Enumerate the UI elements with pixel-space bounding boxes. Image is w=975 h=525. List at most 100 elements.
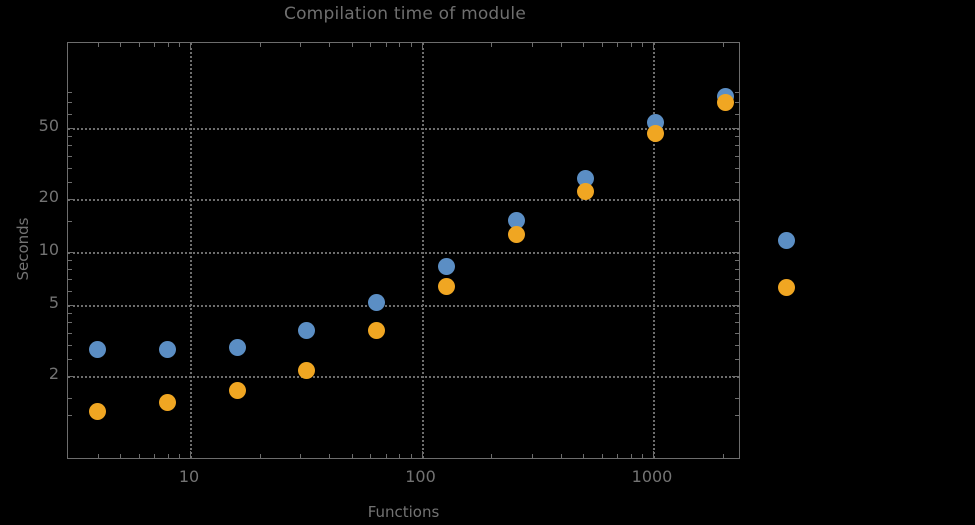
data-point [228, 338, 246, 356]
tick-x-minor [370, 454, 372, 458]
x-axis-title: Functions [367, 503, 440, 521]
data-point [777, 279, 795, 297]
tick-y-minor [68, 414, 72, 416]
tick-y-minor [68, 145, 72, 147]
tick-y-50 [732, 128, 739, 130]
tick-y-minor [68, 332, 72, 334]
tick-x-minor [300, 43, 302, 47]
gridline-y-50 [68, 128, 739, 131]
tick-x-minor [385, 43, 387, 47]
tick-y-minor [735, 102, 739, 104]
tick-y-minor [735, 167, 739, 169]
tick-x-minor [560, 43, 562, 47]
tick-y-minor [735, 332, 739, 334]
tick-x-minor [167, 43, 169, 47]
tick-y-minor [735, 322, 739, 324]
tick-y-minor [735, 414, 739, 416]
data-point [368, 322, 386, 340]
tick-y-minor [68, 136, 72, 138]
tick-y-minor [735, 358, 739, 360]
tick-y-minor [68, 269, 72, 271]
tick-x-minor [154, 43, 156, 47]
tick-y-minor [735, 145, 739, 147]
y-tick-label-50: 50 [38, 116, 59, 136]
tick-y-10 [68, 252, 75, 253]
gridline-y-2 [68, 375, 739, 378]
tick-y-minor [735, 155, 739, 157]
tick-x-minor [259, 43, 261, 47]
gridline-y-20 [68, 198, 739, 201]
tick-x-minor [531, 43, 533, 47]
data-point [89, 341, 107, 359]
tick-x-minor [370, 43, 372, 47]
tick-y-minor [735, 397, 739, 399]
tick-x-100 [421, 451, 423, 458]
chart-title: Compilation time of module [284, 4, 526, 24]
tick-y-minor [68, 344, 72, 346]
plot-area [67, 42, 740, 459]
tick-y-minor [735, 279, 739, 281]
tick-x-minor [385, 454, 387, 458]
tick-x-minor [642, 43, 644, 47]
tick-y-50 [68, 128, 75, 130]
tick-x-minor [154, 454, 156, 458]
tick-y-minor [735, 260, 739, 262]
tick-y-minor [735, 92, 739, 94]
tick-y-minor [735, 136, 739, 138]
gridline-y-10 [68, 252, 739, 254]
tick-x-minor [179, 454, 181, 458]
tick-x-minor [410, 43, 412, 47]
tick-y-minor [68, 92, 72, 94]
data-point [89, 403, 107, 421]
data-point [577, 170, 595, 188]
data-point [159, 393, 177, 411]
tick-x-minor [167, 454, 169, 458]
data-point [437, 277, 455, 295]
tick-x-minor [617, 454, 619, 458]
tick-x-minor [351, 43, 353, 47]
tick-x-minor [491, 454, 493, 458]
tick-y-minor [68, 102, 72, 104]
data-point [368, 293, 386, 311]
tick-y-minor [68, 397, 72, 399]
gridline-x-1000 [653, 43, 655, 458]
tick-y-minor [735, 181, 739, 183]
tick-x-minor [410, 454, 412, 458]
tick-y-minor [68, 114, 72, 116]
tick-x-minor [399, 43, 401, 47]
tick-x-minor [560, 454, 562, 458]
tick-x-minor [120, 454, 122, 458]
tick-x-minor [259, 454, 261, 458]
tick-x-minor [722, 454, 724, 458]
tick-y-minor [68, 260, 72, 262]
tick-x-minor [97, 43, 99, 47]
tick-x-10 [190, 43, 191, 50]
tick-x-minor [120, 43, 122, 47]
tick-x-minor [97, 454, 99, 458]
tick-y-minor [68, 322, 72, 324]
tick-x-minor [300, 454, 302, 458]
tick-x-minor [583, 454, 585, 458]
tick-x-minor [351, 454, 353, 458]
tick-y-2 [68, 375, 75, 377]
tick-y-minor [68, 279, 72, 281]
tick-y-minor [735, 269, 739, 271]
x-tick-label-100: 100 [405, 467, 436, 486]
gridline-y-5 [68, 305, 739, 308]
tick-x-minor [630, 43, 632, 47]
data-point [716, 93, 734, 111]
tick-x-minor [617, 43, 619, 47]
tick-y-20 [68, 198, 75, 200]
tick-y-minor [68, 291, 72, 293]
tick-x-minor [399, 454, 401, 458]
tick-x-minor [583, 43, 585, 47]
x-tick-label-10: 10 [178, 467, 200, 486]
data-point [437, 257, 455, 275]
tick-y-minor [68, 155, 72, 157]
tick-x-minor [179, 43, 181, 47]
tick-x-minor [531, 454, 533, 458]
y-tick-label-10: 10 [38, 240, 59, 259]
tick-x-minor [138, 454, 140, 458]
tick-y-20 [732, 198, 739, 200]
